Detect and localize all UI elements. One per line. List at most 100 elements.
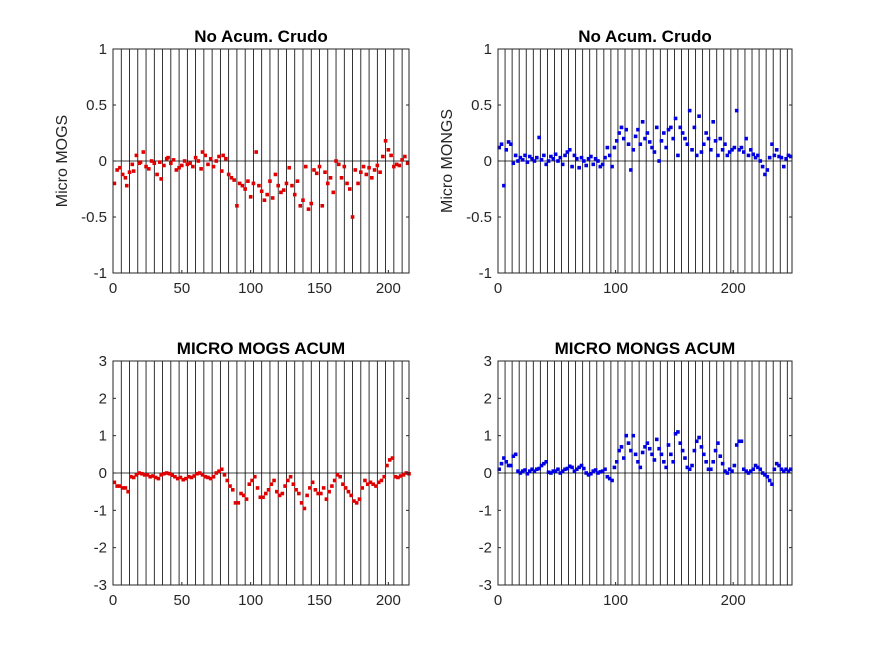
data-point: [624, 127, 628, 132]
data-point: [120, 172, 125, 177]
data-point: [777, 463, 781, 468]
data-point: [499, 142, 504, 146]
data-point: [605, 145, 610, 150]
x-tick-label: 100: [238, 592, 263, 609]
data-point: [669, 125, 673, 130]
data-point: [348, 187, 352, 191]
data-point: [156, 476, 161, 481]
data-point: [370, 176, 374, 180]
data-point: [141, 150, 146, 154]
x-tick-label: 50: [173, 592, 190, 609]
data-point: [737, 148, 741, 152]
data-point: [781, 164, 786, 169]
data-point: [247, 482, 252, 486]
data-point: [403, 154, 407, 159]
data-point: [732, 145, 737, 150]
data-point: [199, 167, 203, 171]
data-point: [320, 204, 325, 208]
data-point: [537, 466, 541, 471]
data-point: [727, 150, 732, 154]
data-point: [513, 153, 518, 158]
data-point: [297, 491, 301, 496]
data-point: [131, 169, 136, 173]
data-point: [378, 170, 382, 174]
data-point: [222, 473, 227, 477]
data-point: [781, 469, 786, 473]
data-point: [115, 168, 119, 172]
data-point: [765, 168, 770, 172]
y-tick-label: -3: [479, 577, 492, 594]
data-point: [211, 474, 216, 479]
data-point: [145, 473, 150, 477]
data-point: [614, 460, 619, 464]
data-point: [706, 467, 711, 472]
data-point: [120, 486, 125, 490]
data-point: [629, 448, 633, 453]
x-tick-label: 100: [603, 592, 628, 609]
data-point: [614, 139, 619, 143]
data-point: [584, 163, 588, 168]
data-point: [196, 159, 201, 163]
data-point: [699, 150, 704, 154]
data-point: [718, 136, 723, 141]
data-point: [182, 159, 187, 163]
data-point: [288, 474, 293, 479]
data-point: [175, 476, 180, 481]
y-tick-label: 0: [99, 153, 107, 170]
data-point: [746, 471, 751, 475]
data-point: [299, 501, 304, 505]
data-point: [643, 445, 647, 449]
data-point: [676, 430, 680, 434]
data-point: [394, 162, 399, 167]
data-point: [591, 469, 596, 473]
data-point: [162, 471, 166, 476]
data-point: [240, 183, 245, 188]
data-point: [687, 467, 692, 472]
data-point: [381, 154, 385, 159]
data-point: [397, 163, 402, 168]
data-point: [694, 153, 699, 158]
data-point: [631, 433, 636, 438]
data-point: [544, 460, 549, 464]
data-point: [112, 480, 117, 485]
data-point: [638, 142, 643, 146]
x-tick-label: 100: [603, 280, 628, 297]
data-point: [393, 474, 398, 479]
data-point: [633, 134, 638, 139]
data-point: [758, 159, 763, 163]
data-point: [560, 469, 565, 473]
data-point: [711, 120, 716, 124]
y-tick-label: -2: [479, 540, 492, 557]
data-point: [336, 162, 341, 167]
data-point: [246, 179, 250, 183]
data-point: [387, 458, 392, 462]
data-point: [530, 156, 534, 161]
data-point: [283, 484, 287, 488]
data-point: [138, 160, 143, 164]
data-point: [546, 470, 551, 475]
data-point: [193, 155, 198, 160]
data-point: [697, 114, 701, 118]
data-point: [662, 131, 666, 135]
data-point: [593, 468, 598, 472]
data-point: [137, 471, 141, 475]
data-point: [241, 493, 246, 498]
data-point: [610, 164, 614, 169]
data-point: [574, 156, 579, 161]
data-point: [200, 473, 205, 477]
data-point: [664, 145, 668, 150]
data-point: [158, 160, 162, 164]
chart-panel-3: -3 -2 -1 0 1 2 3 0 50 100 150 200 MICRO MOGS ACUM: [94, 339, 411, 609]
data-point: [549, 471, 553, 475]
data-point: [598, 164, 603, 169]
data-point: [713, 448, 718, 453]
data-point: [751, 152, 755, 157]
data-point: [379, 478, 384, 483]
data-point: [118, 484, 122, 488]
y-tick-label: 2: [484, 390, 492, 407]
data-point: [720, 148, 725, 152]
data-point: [281, 188, 286, 192]
data-point: [255, 486, 260, 490]
data-point: [197, 471, 202, 475]
data-point: [650, 452, 654, 457]
